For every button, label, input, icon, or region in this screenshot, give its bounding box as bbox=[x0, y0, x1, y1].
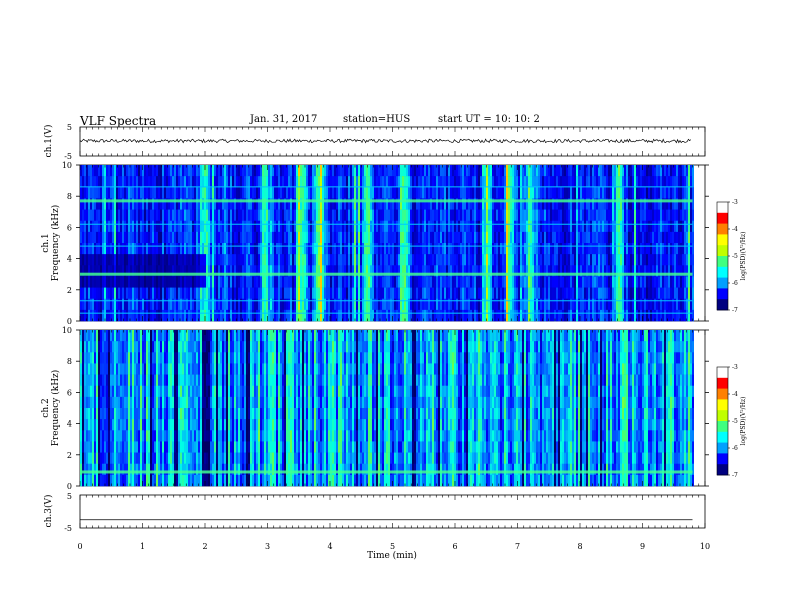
frequency-tick-label: 8 bbox=[67, 192, 72, 201]
ch2-spectrogram-panel: 10 8 6 4 2 0 ch.2 Frequency (kHz) bbox=[41, 326, 709, 491]
ch1-voltage-label: ch.1(V) bbox=[43, 125, 54, 158]
frequency-tick-label: 10 bbox=[62, 326, 72, 335]
colorbar-label: log(PSD)(V²/Hz) bbox=[740, 232, 747, 281]
colorbar-tick-label: -6 bbox=[732, 445, 738, 452]
time-tick-label: 4 bbox=[327, 542, 332, 551]
frequency-line-8.6 bbox=[80, 186, 693, 188]
frequency-tick-label: 8 bbox=[67, 357, 72, 366]
start-time-label: start UT = 10: 10: 2 bbox=[438, 114, 540, 125]
ch2-spectrogram-image bbox=[80, 330, 694, 487]
time-tick-label: 5 bbox=[390, 542, 395, 551]
colorbar-tick-label: -7 bbox=[732, 472, 738, 479]
frequency-line-0.9 bbox=[80, 470, 693, 474]
ch1-frequency-axis-label: Frequency (kHz) bbox=[50, 205, 61, 282]
frequency-tick-label: 0 bbox=[67, 317, 72, 326]
ch1-colorbar: -3 -4 -5 -6 -7 log(PSD)(V²/Hz) bbox=[716, 199, 747, 314]
frequency-tick-label: 6 bbox=[67, 388, 72, 397]
ch1-voltage-tick-top: 5 bbox=[67, 123, 72, 132]
colorbar-tick-label: -4 bbox=[732, 391, 738, 398]
ch3-waveform-panel: 5 -5 ch.3(V) bbox=[43, 492, 706, 533]
frequency-line-4.8 bbox=[80, 245, 693, 247]
time-tick-label: 2 bbox=[202, 542, 207, 551]
colorbar-label: log(PSD)(V²/Hz) bbox=[740, 397, 747, 446]
ch1-spectrogram-image bbox=[80, 165, 694, 322]
colorbar-tick-label: -3 bbox=[732, 364, 738, 371]
frequency-line-7.7 bbox=[80, 199, 693, 203]
frequency-tick-label: 0 bbox=[67, 482, 72, 491]
frequency-line-6.2 bbox=[80, 223, 693, 225]
time-tick-label: 9 bbox=[640, 542, 645, 551]
time-tick-label: 10 bbox=[700, 542, 710, 551]
colorbar-tick-label: -7 bbox=[732, 307, 738, 314]
colorbar-tick-label: -5 bbox=[732, 253, 738, 260]
frequency-tick-label: 6 bbox=[67, 223, 72, 232]
colorbar-tick-label: -6 bbox=[732, 280, 738, 287]
time-tick-label: 1 bbox=[140, 542, 145, 551]
frequency-tick-label: 10 bbox=[62, 161, 72, 170]
ch3-voltage-tick-bottom: -5 bbox=[64, 524, 72, 533]
time-axis-title: Time (min) bbox=[367, 550, 417, 561]
ch3-voltage-tick-top: 5 bbox=[67, 492, 72, 501]
date-label: Jan. 31, 2017 bbox=[250, 114, 318, 125]
frequency-line-1.3 bbox=[80, 300, 693, 302]
ch1-waveform-line bbox=[79, 138, 692, 144]
time-tick-label: 7 bbox=[515, 542, 520, 551]
ch1-voltage-tick-bottom: -5 bbox=[64, 152, 72, 161]
ch2-colorbar: -3 -4 -5 -6 -7 log(PSD)(V²/Hz) bbox=[716, 364, 747, 479]
frequency-line-0.5 bbox=[80, 312, 693, 314]
colorbar-tick-label: -4 bbox=[732, 226, 738, 233]
colorbar-tick-label: -3 bbox=[732, 199, 738, 206]
station-label: station=HUS bbox=[343, 114, 411, 125]
ch3-voltage-label: ch.3(V) bbox=[43, 495, 54, 528]
time-tick-label: 6 bbox=[452, 542, 457, 551]
time-tick-label: 8 bbox=[577, 542, 582, 551]
colorbar-tick-label: -5 bbox=[732, 418, 738, 425]
time-tick-label: 0 bbox=[77, 542, 82, 551]
frequency-tick-label: 4 bbox=[67, 420, 72, 429]
ch1-spectrogram-panel: 10 8 6 4 2 0 ch.1 Frequency (kHz) bbox=[41, 161, 709, 326]
frequency-tick-label: 2 bbox=[67, 286, 72, 295]
ch2-frequency-axis-label: Frequency (kHz) bbox=[50, 370, 61, 447]
time-axis-ticks bbox=[79, 127, 706, 528]
figure-title: VLF Spectra bbox=[80, 114, 157, 128]
time-tick-label: 3 bbox=[265, 542, 270, 551]
frequency-tick-label: 4 bbox=[67, 255, 72, 264]
ch1-spectrogram-channel-label: ch.1 bbox=[41, 233, 51, 252]
time-axis-labels: 0 1 2 3 4 5 6 7 8 9 10 bbox=[77, 542, 710, 551]
frequency-line-3 bbox=[80, 272, 693, 276]
ch2-spectrogram-channel-label: ch.2 bbox=[41, 398, 51, 417]
frequency-tick-label: 2 bbox=[67, 451, 72, 460]
